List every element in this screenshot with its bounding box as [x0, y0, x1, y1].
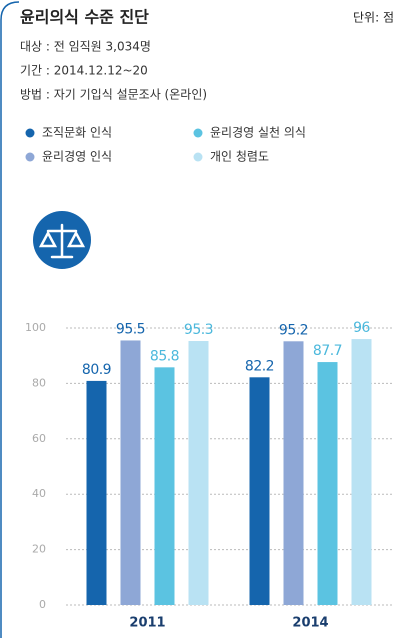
legend-label: 개인 청렴도: [210, 150, 269, 164]
bar: [154, 367, 175, 605]
value-label: 82.2: [245, 358, 274, 374]
y-tick-label: 40: [32, 487, 46, 500]
legend-swatch: [25, 128, 35, 138]
legend-label: 윤리경영 인식: [42, 150, 112, 164]
frame: [0, 1, 20, 638]
value-label: 80.9: [82, 362, 111, 378]
bar: [249, 377, 270, 605]
x-tick-label: 2014: [292, 616, 328, 631]
note: 방법 : 자기 기입식 설문조사 (온라인): [20, 88, 207, 102]
y-tick-label: 60: [32, 432, 46, 445]
legend-swatch: [193, 152, 203, 162]
y-tick-label: 20: [32, 543, 46, 556]
value-label: 95.5: [116, 321, 145, 337]
legend-swatch: [25, 152, 35, 162]
y-tick-label: 0: [39, 598, 46, 611]
value-label: 85.8: [150, 348, 179, 364]
note: 기간 : 2014.12.12~20: [20, 64, 148, 78]
value-label: 95.2: [279, 322, 308, 338]
y-tick-label: 80: [32, 376, 46, 389]
bar: [317, 362, 338, 605]
unit-label: 단위: 점: [353, 11, 394, 25]
bar: [351, 339, 372, 605]
bar: [188, 341, 209, 605]
value-label: 87.7: [313, 343, 342, 359]
bar: [283, 341, 304, 605]
chart-title: 윤리의식 수준 진단: [20, 8, 149, 27]
bar: [120, 340, 141, 605]
legend-label: 윤리경영 실천 의식: [210, 125, 306, 140]
x-tick-label: 2011: [129, 616, 165, 631]
legend-swatch: [193, 128, 203, 138]
y-tick-label: 100: [25, 321, 46, 334]
note: 대상 : 전 임직원 3,034명: [20, 40, 151, 54]
value-label: 96: [353, 320, 370, 336]
icon: [33, 211, 91, 269]
bar: [86, 380, 107, 605]
legend-label: 조직문화 인식: [42, 126, 112, 140]
value-label: 95.3: [184, 322, 213, 338]
